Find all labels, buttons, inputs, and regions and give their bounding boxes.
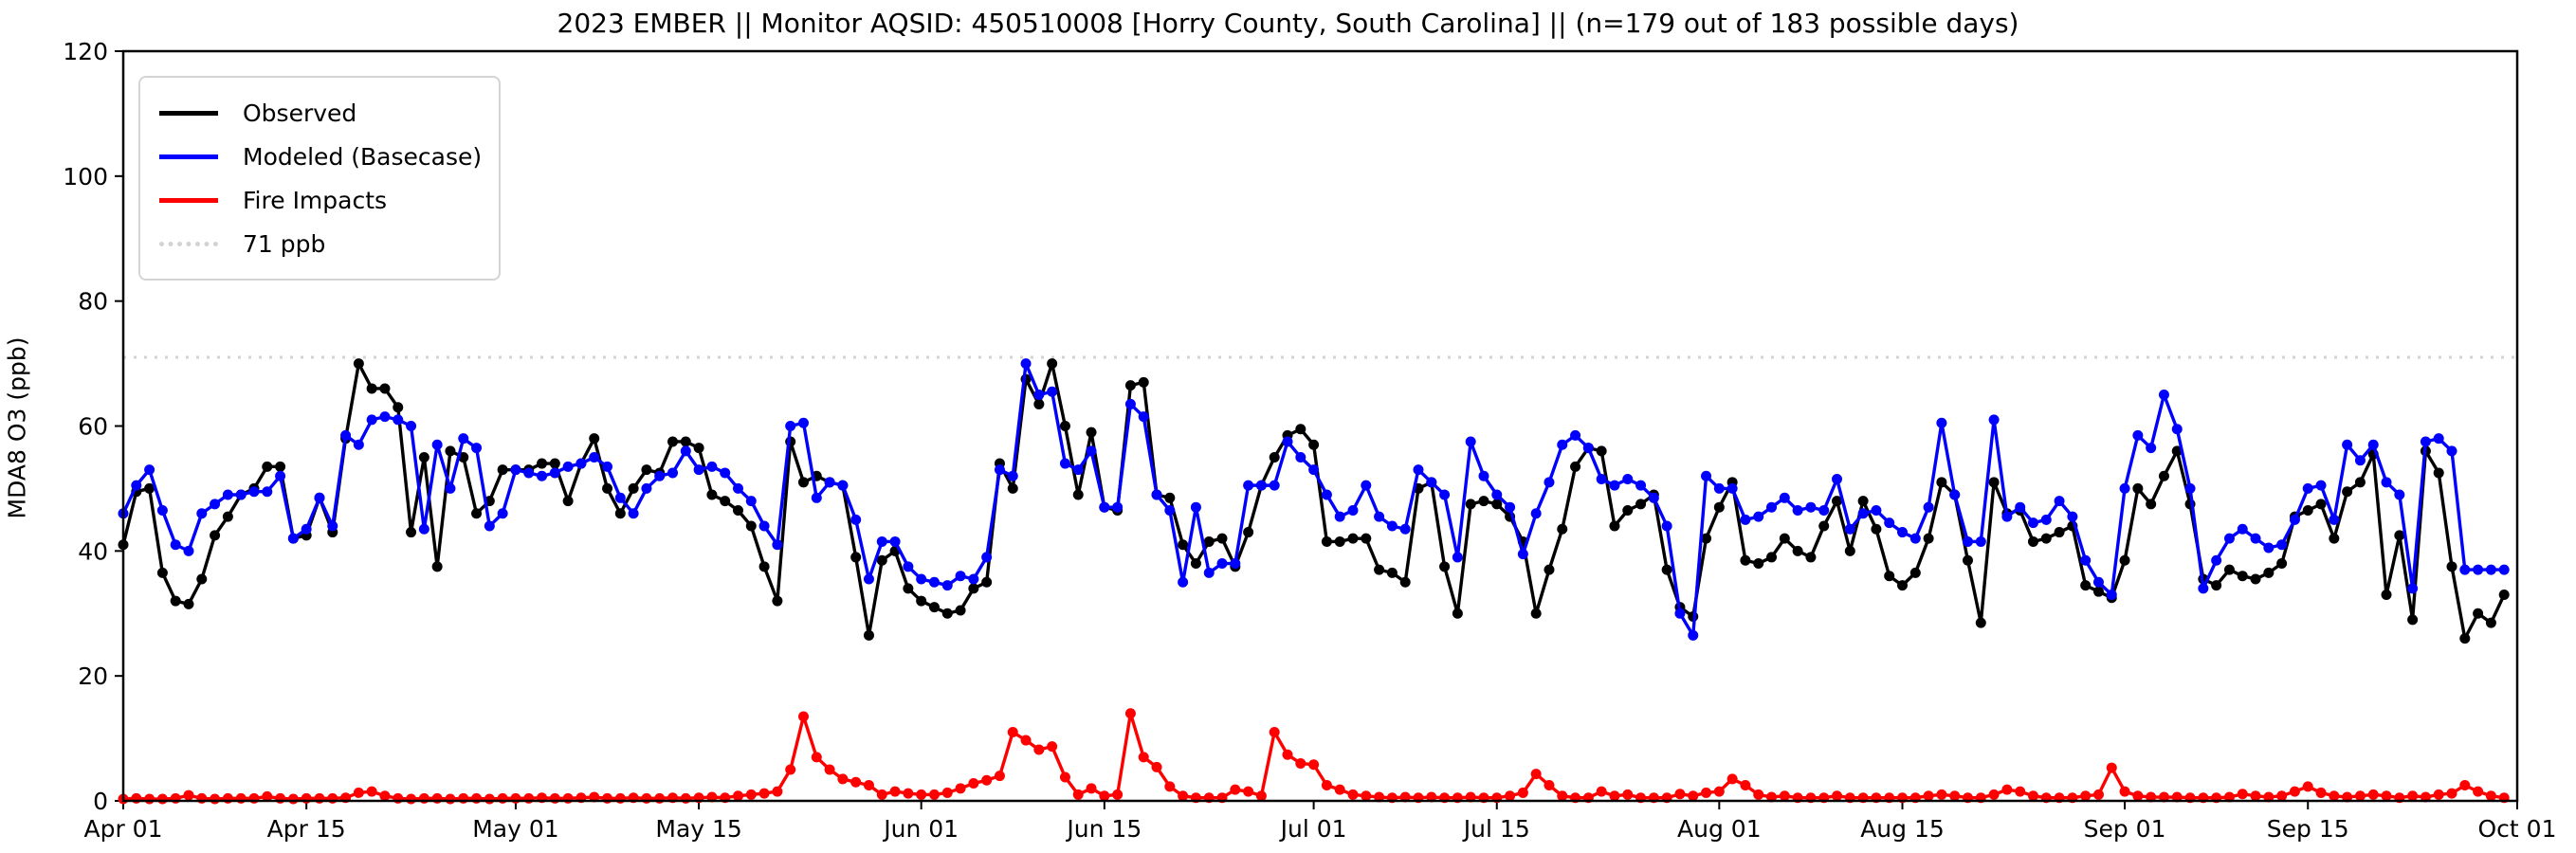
x-tick-label: May 01 (472, 815, 558, 843)
chart-title: 2023 EMBER || Monitor AQSID: 450510008 [… (557, 8, 2019, 39)
y-tick-label: 20 (78, 662, 108, 690)
x-tick-label: Jul 15 (1462, 815, 1530, 843)
y-tick-label: 0 (93, 788, 108, 815)
x-tick-label: Jun 01 (882, 815, 959, 843)
y-tick-label: 80 (78, 288, 108, 316)
legend-label: Fire Impacts (243, 186, 388, 214)
modeled-line-sample-icon (159, 154, 218, 159)
x-tick-label: Apr 15 (267, 815, 346, 843)
x-tick-label: Aug 01 (1677, 815, 1762, 843)
legend-item-modeled: Modeled (Basecase) (159, 135, 483, 178)
legend-item-threshold: 71 ppb (159, 222, 480, 265)
x-tick-label: Apr 01 (83, 815, 162, 843)
y-tick-label: 120 (63, 38, 108, 65)
legend-label: 71 ppb (243, 229, 326, 258)
y-tick-label: 40 (78, 537, 108, 565)
x-tick-label: Aug 15 (1860, 815, 1945, 843)
legend-label: Observed (243, 99, 357, 127)
x-tick-label: Sep 15 (2267, 815, 2349, 843)
y-tick-label: 60 (78, 413, 108, 441)
fire-line-sample-icon (159, 197, 218, 203)
observed-line-sample-icon (159, 110, 218, 116)
x-tick-label: Sep 01 (2084, 815, 2166, 843)
x-tick-label: May 15 (655, 815, 741, 843)
x-tick-label: Jul 01 (1279, 815, 1347, 843)
legend-item-observed: Observed (159, 91, 480, 135)
y-tick-label: 100 (63, 163, 108, 191)
x-tick-label: Jun 15 (1065, 815, 1142, 843)
threshold-line-sample-icon (159, 241, 218, 246)
legend-item-fire: Fire Impacts (159, 178, 480, 222)
legend: Observed Modeled (Basecase) Fire Impacts… (138, 76, 501, 281)
x-tick-label: Oct 01 (2478, 815, 2557, 843)
legend-label: Modeled (Basecase) (243, 142, 483, 171)
